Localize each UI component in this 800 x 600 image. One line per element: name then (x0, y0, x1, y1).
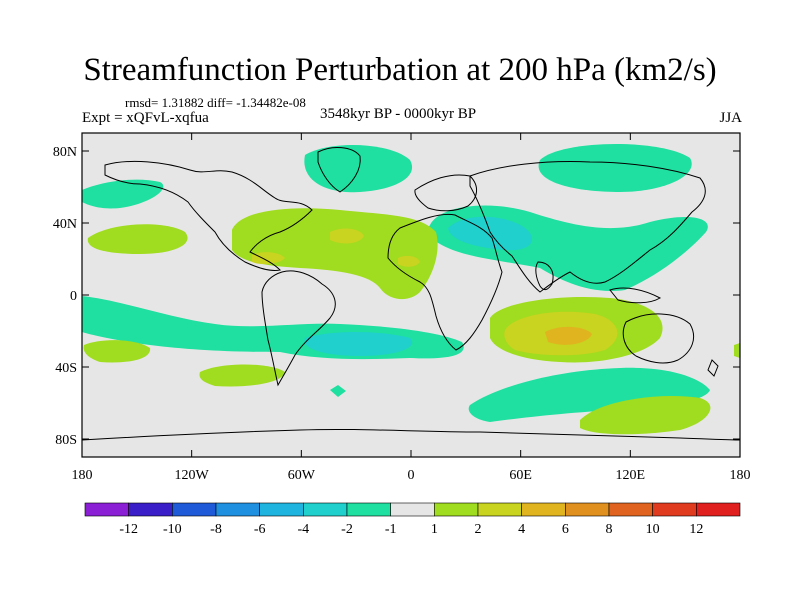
contour-arctic-negative (538, 143, 692, 192)
season-label: JJA (719, 110, 742, 126)
coast-india (535, 261, 554, 291)
coast-europe-north (414, 174, 477, 212)
period-label: 3548kyr BP - 0000kyr BP (320, 106, 477, 122)
stats-text: rmsd= 1.31882 diff= -1.34482e-08 (125, 95, 306, 110)
longitude-axis: 180 120W 60W 0 60E 120E 180 (72, 133, 751, 483)
coast-asia (469, 161, 706, 293)
colorbar: -12 -10 -8 -6 -4 -2 -1 1 2 4 6 8 10 12 (84, 502, 741, 537)
contour-npacific-positive (87, 224, 188, 254)
colorbar-label: -4 (297, 522, 309, 537)
coast-se-asia (609, 287, 662, 304)
colorbar-swatch (608, 502, 653, 517)
contour-southern-ocean-negative (468, 367, 710, 422)
lon-tick-label: 120E (616, 468, 646, 483)
colorbar-swatch (477, 502, 522, 517)
colorbar-label: 8 (606, 522, 613, 537)
lat-tick-label: 40N (53, 217, 77, 232)
coast-africa-europe (387, 213, 503, 351)
colorbar-label: -10 (163, 522, 182, 537)
lon-tick-label: 180 (72, 468, 93, 483)
lat-tick-label: 80N (53, 145, 77, 160)
coast-south-america (261, 270, 336, 387)
colorbar-label: 1 (431, 522, 438, 537)
colorbar-swatch (434, 502, 479, 517)
contour-spacific-positive (83, 340, 151, 363)
colorbar-label: -12 (119, 522, 138, 537)
contour-indian-ocean-core (545, 326, 592, 345)
contour-west-africa-core (398, 255, 420, 267)
colorbar-swatch (303, 502, 348, 517)
colorbar-swatch (172, 502, 217, 517)
coastlines (82, 147, 740, 441)
coast-greenland (317, 147, 361, 193)
contour-west-pacific-positive (734, 343, 740, 358)
colorbar-swatch (696, 502, 741, 517)
contour-small-negative (330, 385, 346, 397)
latitude-axis: 80N 40N 0 40S 80S (53, 145, 740, 448)
colorbar-label: 2 (475, 522, 482, 537)
coast-north-america (104, 160, 313, 271)
coast-new-zealand (707, 359, 719, 377)
colorbar-swatch (84, 502, 129, 517)
contour-atlantic-core (330, 228, 364, 244)
coast-antarctica (82, 428, 740, 441)
lon-tick-label: 60W (288, 468, 316, 483)
colorbar-label: -6 (254, 522, 266, 537)
lon-tick-label: 120W (175, 468, 210, 483)
colorbar-label: -2 (341, 522, 353, 537)
lat-tick-label: 80S (55, 433, 77, 448)
contour-bering-negative (82, 179, 164, 209)
contour-caribbean-core (252, 252, 285, 265)
contour-fields (82, 143, 740, 441)
colorbar-swatch (346, 502, 391, 517)
contour-greenland-negative (304, 144, 413, 193)
coast-australia (622, 313, 694, 364)
lat-tick-label: 40S (55, 361, 77, 376)
lat-tick-label: 0 (70, 289, 77, 304)
colorbar-label: 6 (562, 522, 569, 537)
colorbar-swatch (652, 502, 697, 517)
colorbar-label: 10 (646, 522, 660, 537)
colorbar-swatch (259, 502, 304, 517)
lon-tick-label: 0 (408, 468, 415, 483)
colorbar-swatch (521, 502, 566, 517)
colorbar-swatch (215, 502, 260, 517)
contour-antarctic-positive (580, 396, 711, 435)
colorbar-swatch (128, 502, 173, 517)
lon-tick-label: 60E (509, 468, 532, 483)
contour-south-atlantic-core (304, 332, 413, 356)
experiment-label: Expt = xQFvL-xqfua (82, 110, 209, 126)
lon-tick-label: 180 (730, 468, 751, 483)
figure-title: Streamfunction Perturbation at 200 hPa (… (83, 52, 717, 88)
contour-eurasia-core (448, 216, 533, 251)
colorbar-swatch (390, 502, 435, 517)
colorbar-label: 4 (518, 522, 525, 537)
contour-spacific-positive-2 (199, 364, 285, 387)
colorbar-label: -1 (385, 522, 397, 537)
colorbar-label: 12 (689, 522, 703, 537)
colorbar-label: -8 (210, 522, 222, 537)
colorbar-swatch (565, 502, 610, 517)
negative-anomaly-regions (82, 143, 710, 422)
